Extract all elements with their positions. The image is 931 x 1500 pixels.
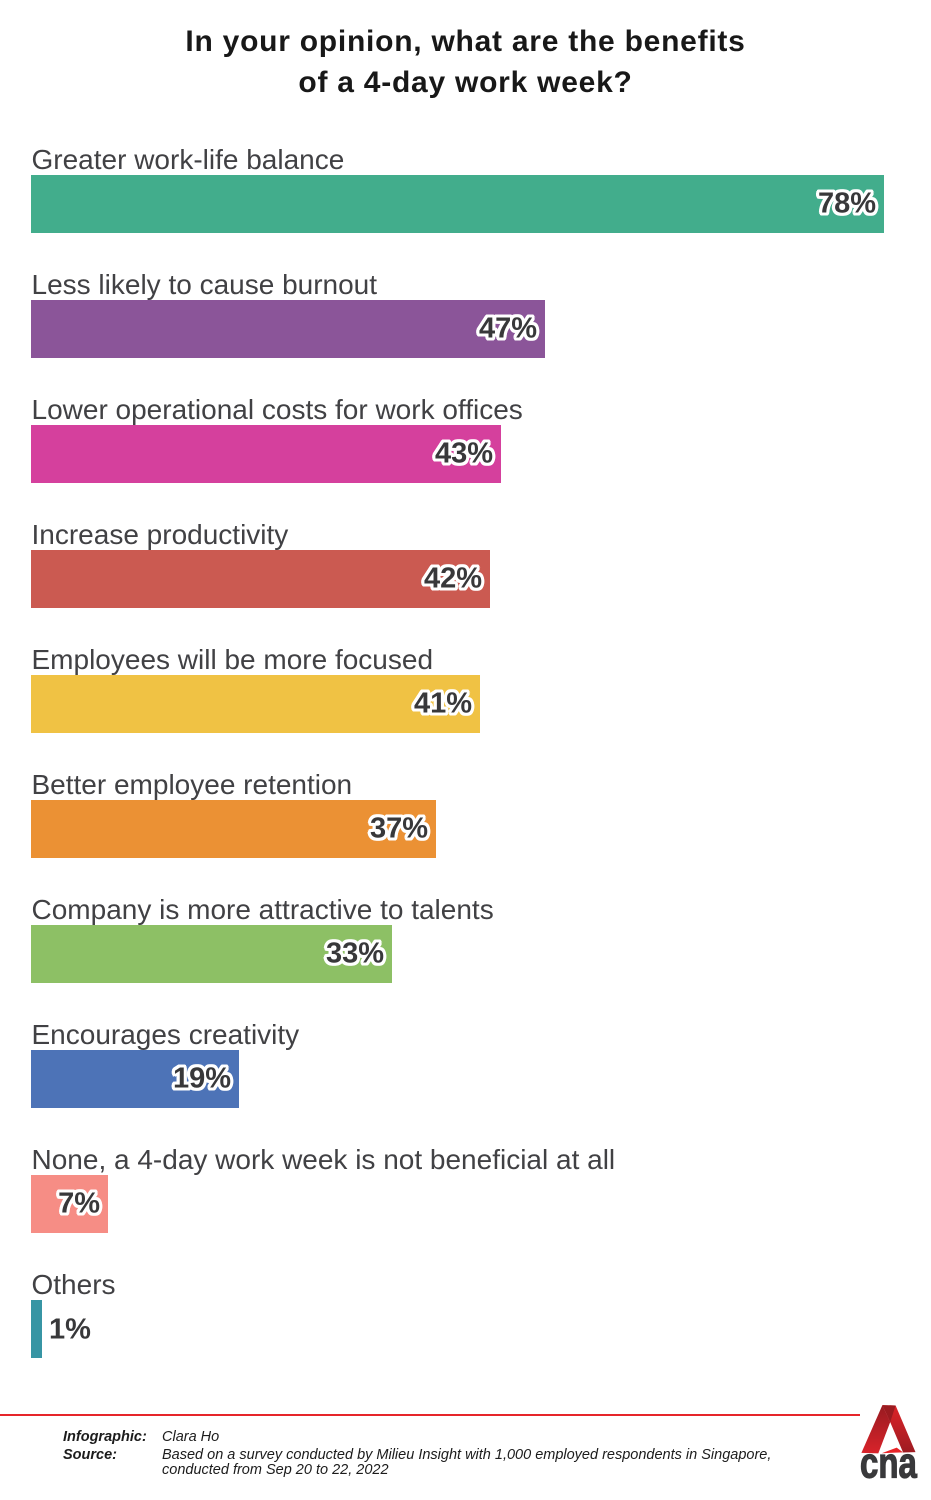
svg-text:cna: cna [860,1441,918,1482]
